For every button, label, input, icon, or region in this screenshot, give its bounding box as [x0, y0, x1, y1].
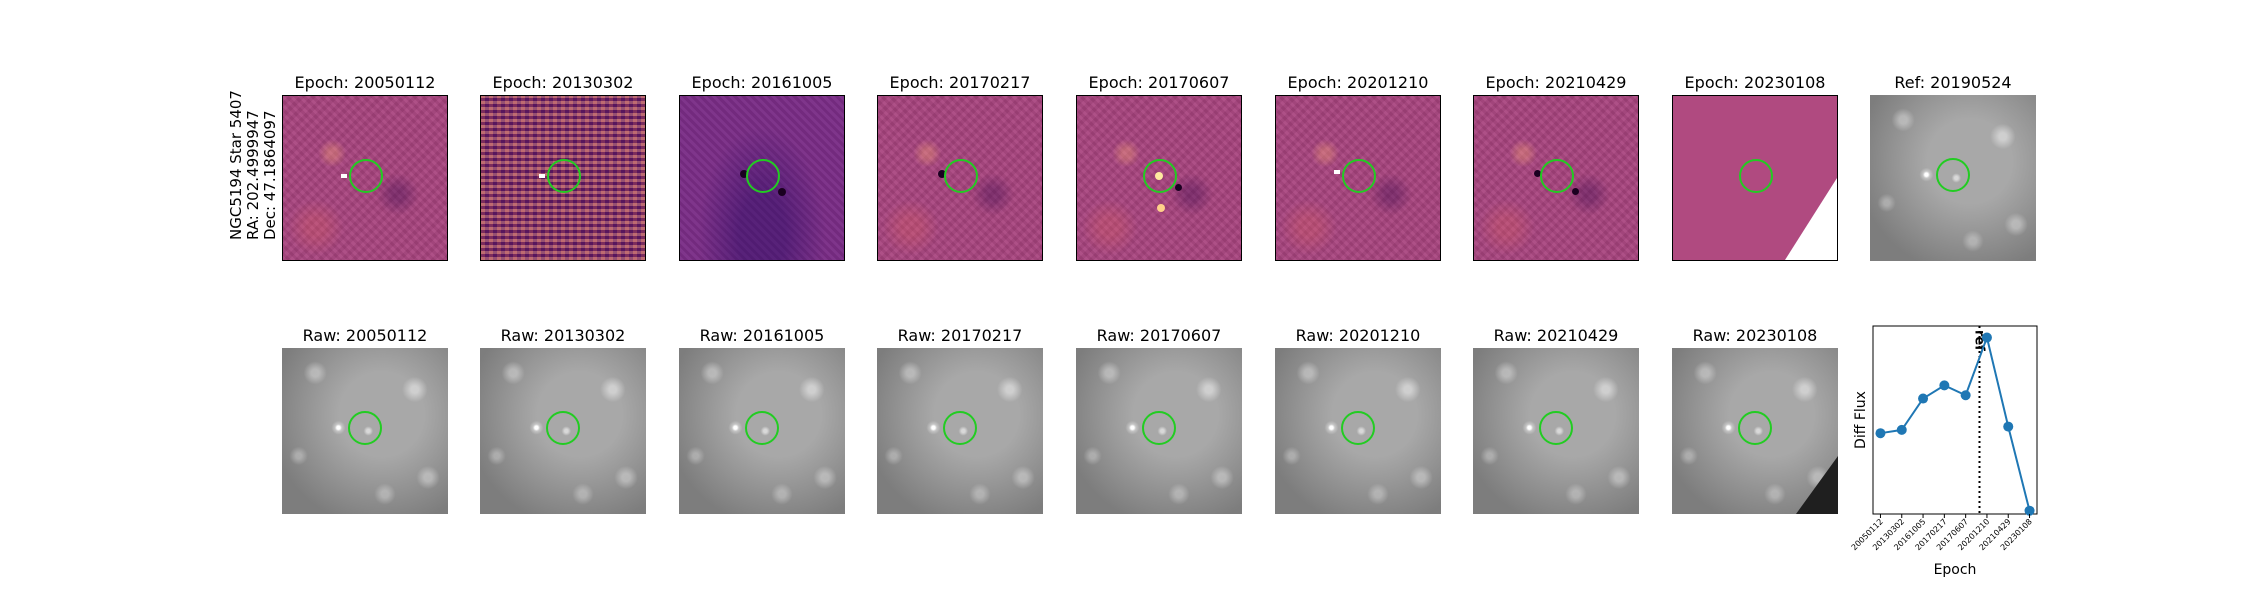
diff-panel-8: Epoch: 20230108 [1672, 73, 1838, 261]
target-dec: Dec: 47.1864097 [261, 110, 279, 240]
diff-panel-4: Epoch: 20170217 [877, 73, 1043, 261]
raw-panel-title: Raw: 20230108 [1692, 326, 1818, 345]
plot-frame [1872, 325, 2038, 515]
diff-image [1076, 95, 1242, 261]
aperture-circle [1738, 411, 1772, 445]
diff-image [1672, 95, 1838, 261]
raw-panel-title: Raw: 20161005 [699, 326, 825, 345]
ref-image [1870, 95, 2036, 261]
raw-panel-4: Raw: 20170217 [877, 326, 1043, 514]
raw-panel-2: Raw: 20130302 [480, 326, 646, 514]
diff-panel-7: Epoch: 20210429 [1473, 73, 1639, 261]
raw-image [282, 348, 448, 514]
data-point [1875, 428, 1886, 439]
series-line [1880, 334, 2031, 511]
diff-panel-5: Epoch: 20170607 [1076, 73, 1242, 261]
data-point [1896, 424, 1907, 435]
target-name: NGC5194 Star 5407 [227, 90, 245, 240]
aperture-circle [1540, 159, 1574, 193]
no-data-region [1796, 456, 1838, 514]
aperture-circle [1342, 159, 1376, 193]
raw-panel-8: Raw: 20230108 [1672, 326, 1838, 514]
diff-panel-1: Epoch: 20050112 [282, 73, 448, 261]
aperture-circle [746, 159, 780, 193]
raw-panel-5: Raw: 20170607 [1076, 326, 1242, 514]
aperture-circle [348, 411, 382, 445]
diff-panel-title: Epoch: 20201210 [1287, 73, 1429, 92]
ref-panel: Ref: 20190524 [1870, 73, 2036, 261]
raw-image [1473, 348, 1639, 514]
diff-image [1473, 95, 1639, 261]
aperture-circle [1739, 159, 1773, 193]
aperture-circle [349, 159, 383, 193]
raw-panel-1: Raw: 20050112 [282, 326, 448, 514]
aperture-circle [1936, 158, 1970, 192]
raw-panel-3: Raw: 20161005 [679, 326, 845, 514]
aperture-circle [745, 411, 779, 445]
raw-image [1076, 348, 1242, 514]
no-data-region [1785, 178, 1837, 260]
data-point [2003, 421, 2014, 432]
ref-panel-title: Ref: 20190524 [1894, 73, 2012, 92]
diff-panel-title: Epoch: 20170217 [889, 73, 1031, 92]
aperture-circle [1142, 411, 1176, 445]
diff-panel-6: Epoch: 20201210 [1275, 73, 1441, 261]
y-axis-label: Diff Flux [1853, 391, 1869, 449]
diff-image [877, 95, 1043, 261]
raw-image [1672, 348, 1838, 514]
data-point [1981, 332, 1992, 343]
diff-panel-title: Epoch: 20170607 [1088, 73, 1230, 92]
aperture-circle [546, 411, 580, 445]
aperture-circle [944, 159, 978, 193]
raw-image [480, 348, 646, 514]
raw-panel-title: Raw: 20201210 [1295, 326, 1421, 345]
aperture-circle [943, 411, 977, 445]
aperture-circle [547, 159, 581, 193]
diff-panel-title: Epoch: 20230108 [1684, 73, 1826, 92]
aperture-circle [1143, 159, 1177, 193]
diff-panel-title: Epoch: 20050112 [294, 73, 436, 92]
data-point [1960, 390, 1971, 401]
aperture-circle [1539, 411, 1573, 445]
diff-image [1275, 95, 1441, 261]
raw-panel-title: Raw: 20170607 [1096, 326, 1222, 345]
raw-image [679, 348, 845, 514]
data-point [1918, 393, 1929, 404]
light-curve-chart: ref2005011220130302201610052017021720170… [1850, 325, 2038, 578]
data-point [1939, 380, 1950, 391]
raw-panel-6: Raw: 20201210 [1275, 326, 1441, 514]
raw-panel-title: Raw: 20170217 [897, 326, 1023, 345]
data-point [2024, 505, 2035, 516]
diff-image [480, 95, 646, 261]
diff-panel-title: Epoch: 20161005 [691, 73, 833, 92]
diff-image [282, 95, 448, 261]
diff-panel-3: Epoch: 20161005 [679, 73, 845, 261]
diff-image [679, 95, 845, 261]
x-axis-label: Epoch [1934, 562, 1977, 578]
target-label: NGC5194 Star 5407 RA: 202.4999947 Dec: 4… [227, 90, 279, 240]
diff-panel-2: Epoch: 20130302 [480, 73, 646, 261]
raw-image [877, 348, 1043, 514]
target-ra: RA: 202.4999947 [244, 110, 262, 240]
diff-panel-title: Epoch: 20210429 [1485, 73, 1627, 92]
raw-panel-title: Raw: 20210429 [1493, 326, 1619, 345]
raw-panel-title: Raw: 20130302 [500, 326, 626, 345]
raw-image [1275, 348, 1441, 514]
raw-panel-7: Raw: 20210429 [1473, 326, 1639, 514]
diff-panel-title: Epoch: 20130302 [492, 73, 634, 92]
raw-panel-title: Raw: 20050112 [302, 326, 428, 345]
aperture-circle [1341, 411, 1375, 445]
